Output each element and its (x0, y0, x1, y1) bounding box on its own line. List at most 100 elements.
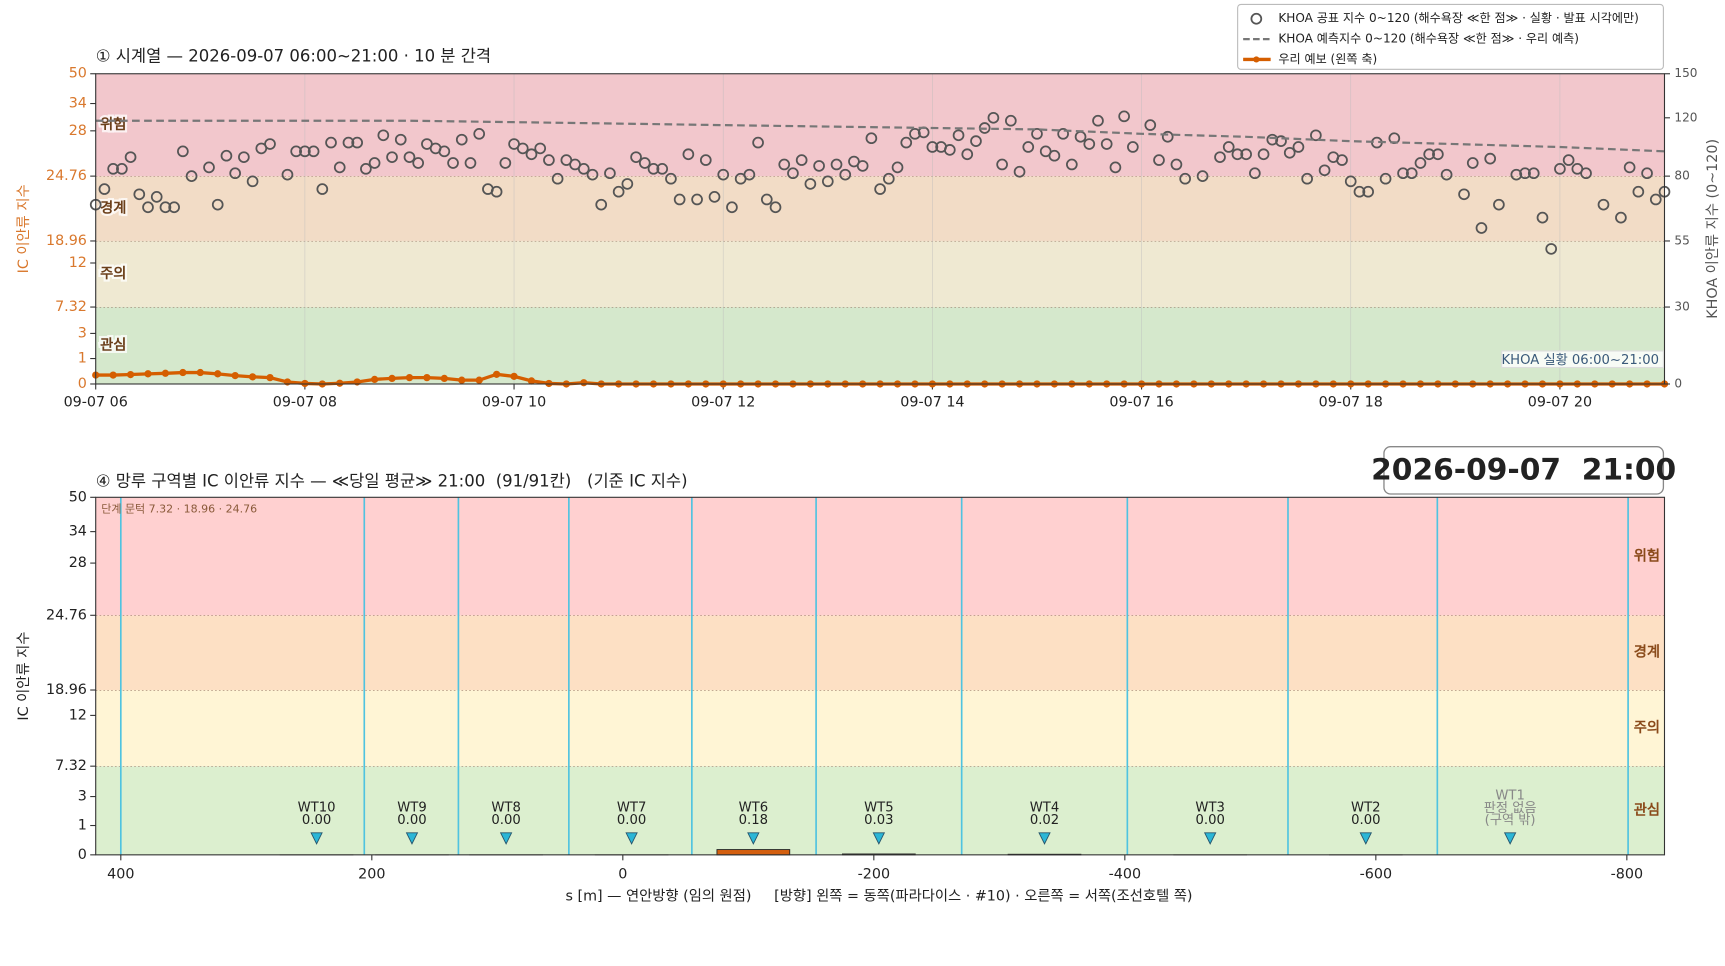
data-point (909, 128, 921, 140)
band-label: 위험 (100, 116, 126, 133)
data-point (1083, 138, 1096, 150)
data-point (1048, 149, 1061, 162)
y-tick-label: 28 (69, 123, 87, 139)
data-point (124, 151, 137, 164)
zone-name: WT3 (1195, 801, 1225, 816)
x-tick-label: -400 (1109, 867, 1141, 883)
data-point (1161, 130, 1174, 143)
data-point (168, 201, 180, 214)
zone-marker (499, 832, 513, 845)
data-point (527, 377, 536, 385)
x-axis-label: s [m] — 연안방향 (임의 원점) [방향] 왼쪽 = 동쪽(파라다이스 … (566, 888, 1193, 905)
data-point (952, 129, 965, 142)
data-point (159, 201, 172, 214)
data-point (475, 376, 483, 384)
data-point (98, 183, 111, 195)
data-point (1562, 154, 1575, 166)
data-point (1214, 151, 1226, 164)
band-label: 경계 (100, 199, 126, 217)
data-point (1545, 243, 1558, 255)
data-point (351, 136, 364, 149)
y-tick-label: 18.96 (46, 682, 87, 698)
data-point (717, 168, 730, 181)
y-tick-label: 1 (78, 818, 87, 834)
data-point (316, 183, 329, 195)
data-point (238, 151, 250, 164)
data-point (1066, 158, 1078, 171)
data-point (1527, 167, 1540, 180)
data-point (787, 167, 799, 180)
data-point (1266, 133, 1279, 146)
data-point (1510, 168, 1523, 181)
zone-marker (1038, 832, 1051, 845)
value-label: 0.00 (302, 813, 331, 828)
data-point (778, 158, 791, 171)
data-point (874, 183, 886, 195)
data-point (394, 133, 407, 146)
data-point (682, 148, 695, 161)
value-label: 0.00 (491, 813, 520, 828)
y2-tick-label: 55 (1674, 233, 1689, 247)
data-point (281, 168, 294, 181)
x-tick-label: 09-07 06 (64, 395, 128, 411)
y-tick-label: 12 (69, 255, 87, 271)
data-point (516, 142, 529, 155)
data-point (150, 191, 163, 203)
data-point (621, 178, 634, 190)
data-point (1353, 185, 1366, 198)
data-point (377, 129, 390, 142)
data-point (699, 154, 712, 166)
x-tick-label: 09-07 08 (273, 395, 337, 411)
zone-name: WT9 (397, 801, 426, 816)
data-point (264, 138, 276, 150)
x-tick-label: -800 (1611, 867, 1643, 883)
x-tick-label: 0 (618, 867, 627, 883)
data-point (656, 163, 669, 175)
data-point (1458, 188, 1470, 201)
data-point (1649, 193, 1662, 206)
data-point (760, 193, 773, 206)
data-point (109, 371, 117, 379)
data-point (638, 157, 651, 169)
y-tick-label: 3 (78, 325, 87, 341)
annotation-box (1501, 350, 1664, 369)
data-point (1405, 167, 1418, 180)
value-label: 0.00 (1351, 813, 1380, 828)
data-point (839, 168, 852, 181)
y-tick-label: 50 (69, 489, 87, 505)
data-point (856, 160, 869, 172)
data-point (961, 148, 974, 161)
data-point (1554, 163, 1566, 175)
legend-symbol (1253, 56, 1260, 63)
y-tick-label: 18.96 (46, 233, 87, 249)
data-point (1013, 165, 1026, 178)
timestamp: 2026-09-07 21:00 (1371, 452, 1676, 487)
legend-symbol (1250, 12, 1263, 25)
data-point (185, 170, 198, 182)
series-line (95, 119, 1665, 153)
data-point (1310, 129, 1322, 142)
y-tick-label: 28 (69, 555, 87, 571)
data-point (370, 375, 379, 384)
data-point (673, 193, 686, 206)
data-point (1397, 167, 1409, 180)
y-tick-label: 0 (78, 847, 87, 863)
band (95, 497, 1665, 616)
value-label: 0.03 (864, 813, 893, 828)
band (95, 307, 1665, 384)
data-point (1632, 185, 1645, 198)
y-tick-label: 1 (78, 351, 87, 367)
data-point (203, 161, 215, 174)
data-point (647, 163, 660, 175)
value-label: 판정 없음 (1484, 800, 1537, 816)
data-point (1031, 128, 1043, 140)
band (95, 690, 1665, 767)
data-point (1379, 172, 1392, 185)
data-point (333, 161, 346, 174)
data-point (1283, 146, 1296, 159)
data-point (1292, 141, 1305, 153)
data-point (804, 178, 817, 190)
data-point (440, 374, 448, 383)
zone-marker (310, 832, 323, 845)
band (95, 73, 1665, 177)
